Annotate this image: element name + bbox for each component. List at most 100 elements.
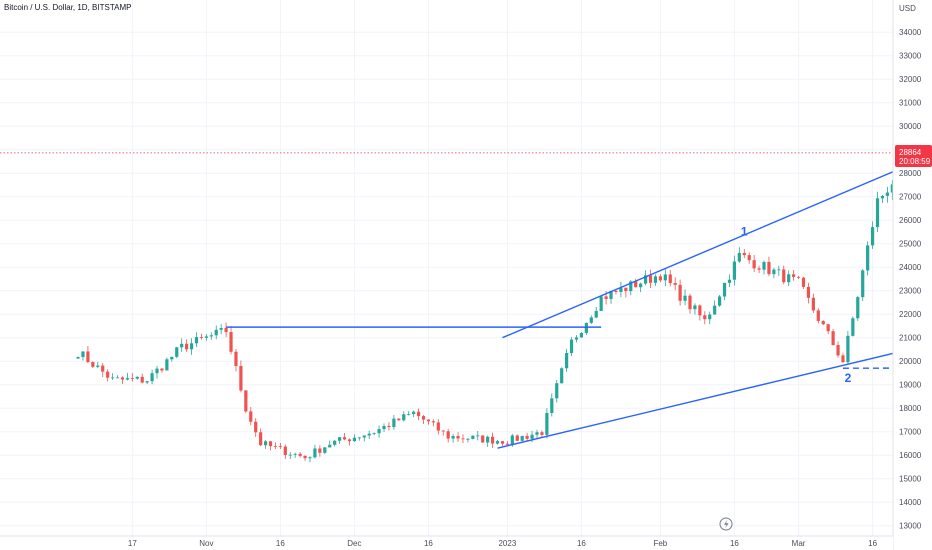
candle <box>140 373 144 384</box>
flash-icon[interactable] <box>719 517 733 531</box>
candle <box>708 311 712 325</box>
candle <box>377 425 381 438</box>
candle <box>722 282 727 301</box>
time-tick-label: Feb <box>653 539 667 548</box>
candle <box>875 191 880 233</box>
time-tick-label: Dec <box>347 539 361 548</box>
candle <box>550 393 554 417</box>
candle <box>135 376 139 380</box>
candle <box>229 326 233 355</box>
candle <box>421 414 426 425</box>
candle <box>767 256 771 277</box>
candle <box>259 428 263 447</box>
candle <box>308 456 312 463</box>
candle <box>165 357 169 371</box>
symbol-title: Bitcoin / U.S. Dollar, 1D, BITSTAMP <box>4 3 132 12</box>
candle <box>288 452 292 459</box>
candle <box>762 260 766 275</box>
candle <box>219 324 223 335</box>
price-tick-label: 27000 <box>899 193 922 202</box>
wave-label-1: 1 <box>741 224 748 238</box>
candle <box>594 306 598 319</box>
candle <box>816 308 820 324</box>
time-axis[interactable]: 17Nov16Dec16202316Feb16Mar16Apr16May16Ju… <box>0 535 932 550</box>
price-tick-label: 13000 <box>899 522 922 531</box>
candle <box>555 379 559 403</box>
candle <box>757 265 761 274</box>
candle <box>782 265 786 285</box>
time-tick-label: 16 <box>276 539 285 548</box>
candle <box>486 435 490 447</box>
candle <box>481 435 485 443</box>
candlestick-series <box>76 155 932 463</box>
candle <box>446 428 450 443</box>
candle <box>732 255 737 286</box>
price-tick-label: 16000 <box>899 451 922 460</box>
trend-line[interactable] <box>502 65 932 339</box>
time-tick-label: Mar <box>792 539 806 548</box>
candle <box>357 436 361 441</box>
time-tick-label: 16 <box>868 539 877 548</box>
candle <box>402 411 406 422</box>
price-tick-label: 31000 <box>899 99 922 108</box>
price-tick-label: 34000 <box>899 28 922 37</box>
price-tick-label: 24000 <box>899 263 922 272</box>
price-tick-label: 30000 <box>899 122 922 131</box>
price-tick-label: 19000 <box>899 381 922 390</box>
candle <box>96 361 100 369</box>
candle <box>560 367 564 384</box>
candle <box>856 295 860 321</box>
candle <box>387 422 391 431</box>
candle <box>318 445 322 457</box>
candle <box>851 316 855 337</box>
trend-line[interactable] <box>497 267 932 449</box>
candle <box>224 322 228 338</box>
candle <box>352 434 357 442</box>
time-tick-label: 2023 <box>498 539 516 548</box>
candle <box>574 335 579 343</box>
candle <box>244 390 248 414</box>
candle <box>298 451 302 458</box>
candle <box>476 430 480 441</box>
candle <box>663 268 667 287</box>
price-tick-label: 17000 <box>899 428 922 437</box>
candle <box>273 442 278 450</box>
candle <box>801 276 806 290</box>
time-tick-label: 16 <box>577 539 586 548</box>
candle <box>239 360 243 393</box>
price-tick-label: 21000 <box>899 334 922 343</box>
candle <box>189 338 194 355</box>
candle <box>338 437 342 444</box>
candle <box>885 186 889 203</box>
wave-label-2: 2 <box>845 371 852 385</box>
candle <box>101 363 105 378</box>
candle <box>412 410 416 418</box>
candle <box>713 300 717 315</box>
time-tick-label: Nov <box>199 539 213 548</box>
candle <box>634 278 638 288</box>
candle <box>890 179 894 200</box>
candle <box>866 241 870 276</box>
price-axis[interactable]: USD 340003300032000310003000029000280002… <box>892 0 932 550</box>
candle <box>653 274 658 286</box>
candle <box>180 338 184 352</box>
candle <box>688 293 692 314</box>
price-tick-label: 28000 <box>899 169 922 178</box>
candle <box>841 352 845 363</box>
price-tick-label: 23000 <box>899 287 922 296</box>
candle <box>106 369 110 382</box>
candle <box>328 440 332 448</box>
candle <box>150 369 154 385</box>
time-tick-label: 17 <box>128 539 137 548</box>
wave-drawings[interactable] <box>226 18 932 449</box>
price-tick-label: 26000 <box>899 216 922 225</box>
candle <box>861 269 865 302</box>
price-tick-label: 22000 <box>899 310 922 319</box>
candle <box>569 337 574 357</box>
candle <box>367 430 371 440</box>
candle <box>639 282 643 293</box>
candle <box>490 432 495 449</box>
candle <box>698 304 702 321</box>
last-price-badge: 28864 20:08:59 <box>895 145 932 167</box>
